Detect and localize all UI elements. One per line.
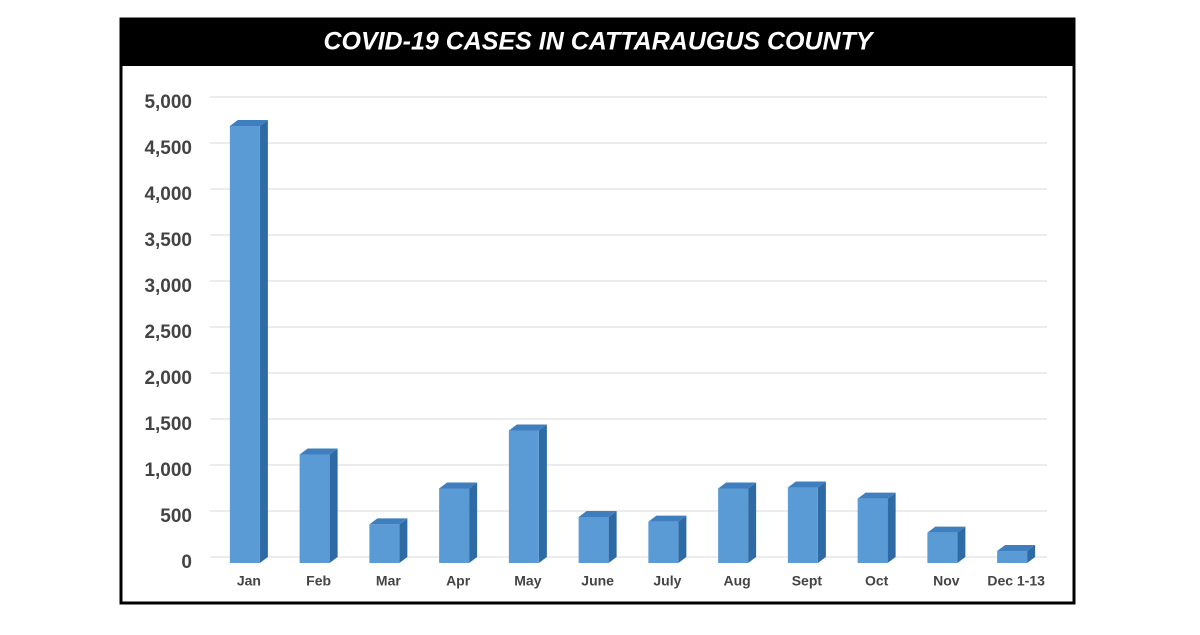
bar-side <box>887 492 896 563</box>
x-tick-label: Jan <box>237 573 261 589</box>
y-tick-label: 2,000 <box>144 368 192 389</box>
bar-top <box>787 481 826 488</box>
bar <box>578 517 609 563</box>
chart-title: COVID-19 CASES IN CATTARAUGUS COUNTY <box>323 28 874 56</box>
bar-top <box>369 518 408 525</box>
y-tick-label: 3,500 <box>144 230 192 251</box>
bar-side <box>817 481 826 563</box>
bar <box>439 488 470 563</box>
chart-frame <box>119 17 1076 605</box>
bar-top <box>648 515 687 522</box>
x-tick-label: Oct <box>865 573 889 589</box>
x-tick-label: Apr <box>446 573 471 589</box>
bar-top <box>229 120 268 126</box>
x-tick-label: Dec 1-13 <box>987 573 1045 589</box>
bar-side <box>748 482 757 563</box>
x-tick-label: July <box>653 573 681 589</box>
bar-side <box>259 120 268 563</box>
bar <box>997 551 1028 563</box>
x-tick-label: Feb <box>306 573 331 589</box>
bar-top <box>927 526 966 533</box>
y-tick-label: 3,000 <box>144 276 192 297</box>
y-tick-label: 500 <box>160 506 192 527</box>
bar <box>648 521 679 563</box>
bar <box>857 498 888 563</box>
y-tick-label: 4,500 <box>144 138 192 159</box>
bar-side <box>678 515 687 563</box>
bar-top <box>718 482 757 489</box>
y-tick-label: 2,500 <box>144 322 192 343</box>
bar-top <box>578 511 617 517</box>
y-tick-label: 1,000 <box>144 460 192 481</box>
bar-side <box>399 518 408 563</box>
bar-top <box>508 424 547 431</box>
x-tick-label: Mar <box>376 573 401 589</box>
bar <box>229 126 260 563</box>
bar <box>927 532 958 563</box>
x-tick-label: May <box>514 573 541 589</box>
bar-top <box>299 448 338 455</box>
x-tick-label: Nov <box>933 573 960 589</box>
bar-side <box>957 526 966 563</box>
bar <box>787 487 818 563</box>
bar-top <box>857 492 896 499</box>
bar-side <box>1027 545 1036 563</box>
y-tick-label: 0 <box>181 552 192 573</box>
bar-top <box>997 545 1036 552</box>
y-tick-label: 4,000 <box>144 184 192 205</box>
bar <box>508 430 539 563</box>
bar <box>299 454 330 563</box>
x-tick-label: Sept <box>792 573 823 589</box>
bar-side <box>608 511 617 563</box>
bar <box>718 488 749 563</box>
bar-top <box>439 482 478 489</box>
bar-side <box>538 424 547 563</box>
bar-side <box>469 482 478 563</box>
y-tick-label: 1,500 <box>144 414 192 435</box>
title-bar <box>121 19 1074 66</box>
x-tick-label: Aug <box>724 573 751 589</box>
y-tick-label: 5,000 <box>144 92 192 113</box>
bar-side <box>329 448 338 563</box>
bar <box>369 524 400 563</box>
x-tick-label: June <box>581 573 614 589</box>
